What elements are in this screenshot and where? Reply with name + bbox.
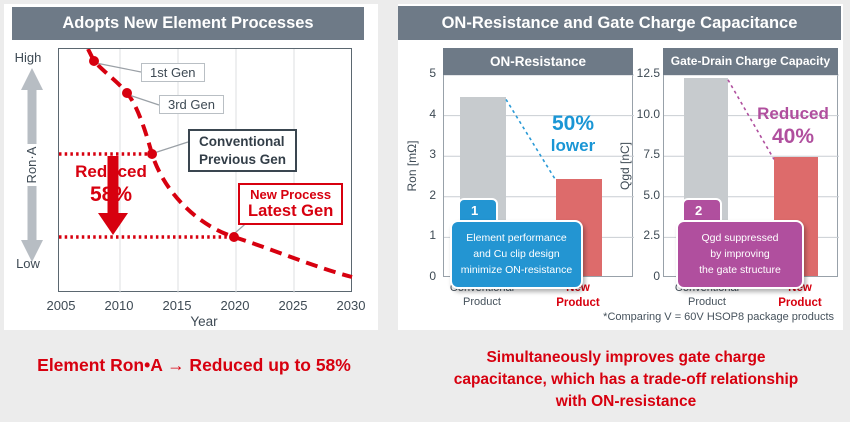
- y-axis-low-label: Low: [16, 256, 40, 271]
- x-tick-2020: 2020: [220, 298, 250, 313]
- right-panel: ON-Resistance and Gate Charge Capacitanc…: [398, 4, 843, 330]
- qgd-ytick-0: 0: [653, 269, 660, 283]
- qgd-callout-line1: Qgd suppressed: [701, 232, 779, 244]
- qgd-ytick-10: 10.0: [636, 107, 660, 121]
- qgd-annotation-percent: 40%: [771, 125, 815, 149]
- x-tick-2030: 2030: [336, 298, 366, 313]
- qgd-annotation: Reduced 40%: [749, 104, 837, 150]
- qgd-ytick-7-5: 7.5: [643, 147, 660, 161]
- qgd-chart-header: Gate-Drain Charge Capacity: [663, 48, 838, 75]
- point-label-3rd-gen: 3rd Gen: [159, 95, 224, 114]
- qgd-ytick-5: 5.0: [643, 188, 660, 202]
- right-panel-title: ON-Resistance and Gate Charge Capacitanc…: [398, 6, 841, 40]
- ron-xlabel-conv-line2: Product: [463, 296, 501, 309]
- ron-annotation-word: lower: [550, 136, 596, 156]
- x-tick-2025: 2025: [278, 298, 308, 313]
- data-points: [89, 56, 239, 242]
- left-caption: Element Ron•A → Reduced up to 58%: [37, 355, 351, 375]
- qgd-xlabel-conv-line2: Product: [688, 296, 726, 309]
- ron-ytick-2: 2: [429, 188, 436, 202]
- footnote: *Comparing V = 60V HSOP8 package product…: [603, 311, 834, 323]
- x-tick-2015: 2015: [162, 298, 192, 313]
- x-axis-title: Year: [190, 314, 218, 329]
- ron-drop-line: [505, 98, 557, 182]
- y-axis-updown-arrow-icon: [21, 68, 43, 262]
- ron-a-trend-plot: 1st Gen 3rd Gen Conventional Previous Ge…: [58, 48, 353, 293]
- ron-annotation: 50% lower: [542, 111, 604, 157]
- qgd-annotation-word: Reduced: [757, 104, 829, 123]
- qgd-drop-line: [727, 79, 775, 160]
- ron-ytick-5: 5: [429, 66, 436, 80]
- qgd-xlabel-new-line2: Product: [778, 296, 822, 309]
- conventional-label-line1: Conventional: [199, 134, 285, 149]
- point-label-conventional: Conventional Previous Gen: [188, 129, 298, 173]
- qgd-callout-body: Qgd suppressed by improving the gate str…: [676, 220, 804, 290]
- reference-dotted-lines: [59, 152, 235, 239]
- y-axis-high-label: High: [14, 50, 42, 65]
- y-axis-title: Ron·A: [24, 146, 39, 184]
- ron-ytick-0: 0: [429, 269, 436, 283]
- point-label-1st-gen: 1st Gen: [141, 63, 205, 82]
- qgd-ytick-2-5: 2.5: [643, 228, 660, 242]
- ron-ytick-1: 1: [429, 228, 436, 242]
- new-process-label-line2: Latest Gen: [248, 202, 334, 220]
- right-caption: Simultaneously improves gate charge capa…: [408, 347, 844, 413]
- x-tick-2005: 2005: [46, 298, 76, 313]
- ron-annotation-percent: 50%: [551, 112, 595, 135]
- ron-callout-line1: Element performance: [466, 232, 567, 244]
- left-panel: Adopts New Element Processes High Ron·A …: [4, 4, 378, 330]
- ron-xlabel-new-line2: Product: [556, 296, 600, 309]
- ron-ytick-4: 4: [429, 107, 436, 121]
- ron-callout-body: Element performance and Cu clip design m…: [450, 220, 583, 290]
- reduction-percent: 58%: [89, 183, 133, 207]
- qgd-ytick-12-5: 12.5: [636, 66, 660, 80]
- new-process-label-line1: New Process: [250, 187, 332, 202]
- reduction-arrow-icon: [98, 156, 128, 235]
- ron-callout-line2: and Cu clip design: [473, 247, 560, 260]
- left-panel-title: Adopts New Element Processes: [12, 7, 364, 40]
- right-caption-line3: with ON-resistance: [555, 393, 697, 410]
- ron-ytick-3: 3: [429, 147, 436, 161]
- right-caption-line1: Simultaneously improves gate charge: [486, 349, 766, 366]
- ron-chart-header: ON-Resistance: [443, 48, 633, 75]
- point-label-new-process: New Process Latest Gen: [238, 183, 344, 225]
- qgd-callout-line2: by improving: [710, 247, 770, 260]
- on-resistance-plot: ON-Resistance 50% lower 1 Element perfor…: [443, 48, 634, 290]
- right-caption-line2: capacitance, which has a trade-off relat…: [453, 371, 799, 388]
- conventional-label-line2: Previous Gen: [199, 151, 287, 167]
- x-tick-2010: 2010: [104, 298, 134, 313]
- reduction-annotation: Reduced 58%: [67, 161, 155, 209]
- reduction-word: Reduced: [75, 162, 147, 181]
- gate-charge-plot: Gate-Drain Charge Capacity Reduced 40% 2…: [663, 48, 839, 290]
- ron-callout-line3: minimize ON-resistance: [460, 263, 573, 276]
- qgd-callout-line3: the gate structure: [699, 263, 781, 276]
